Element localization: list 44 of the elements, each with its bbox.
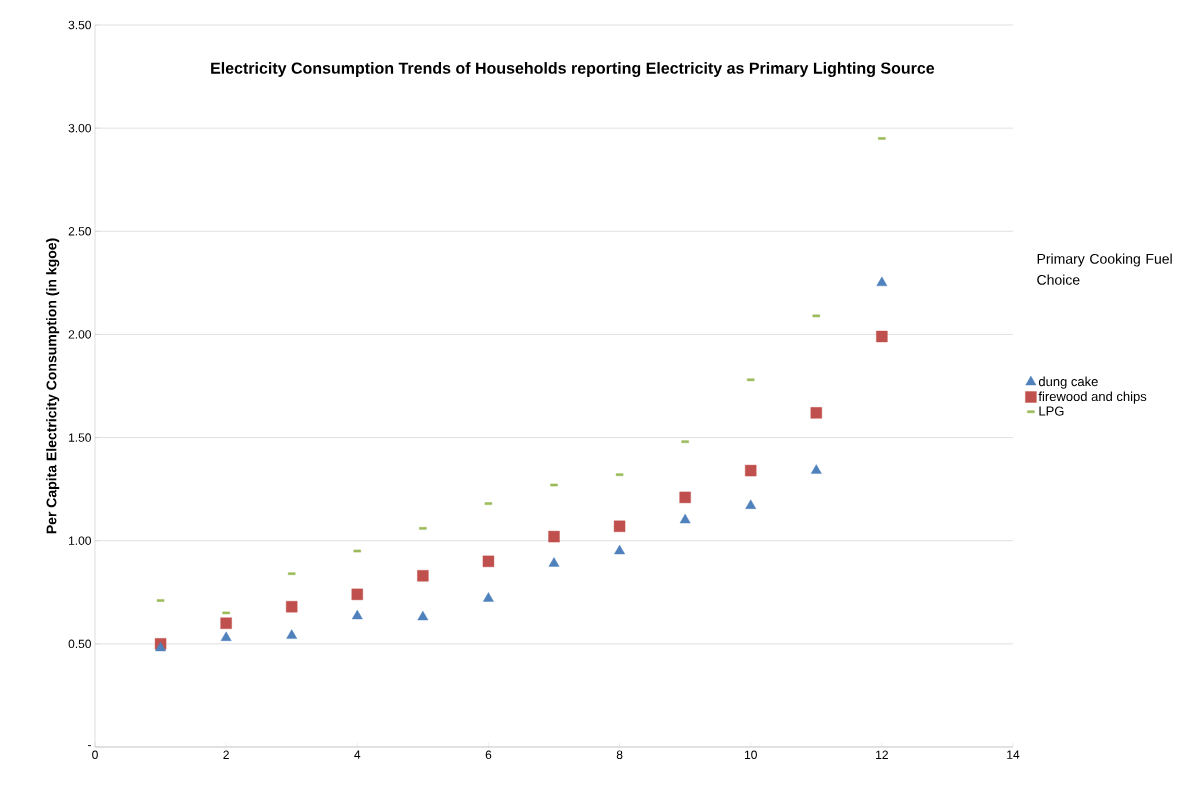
y-tick-label: 1.00: [69, 536, 92, 545]
point: [220, 617, 232, 629]
x-tick-label: 4: [354, 750, 361, 759]
y-axis-title: Per Capita Electricity Consumption (in kgoe): [46, 238, 60, 534]
point: [613, 520, 626, 532]
point: [417, 610, 429, 621]
point: [220, 631, 232, 641]
point: [351, 609, 363, 620]
point: [548, 530, 560, 543]
x-tick-label: 12: [876, 750, 888, 759]
point: [286, 629, 298, 639]
y-tick-label: 1.50: [69, 433, 92, 442]
point: [679, 513, 691, 524]
point: [876, 276, 888, 287]
point: [745, 499, 757, 509]
point: [876, 330, 888, 343]
point: [483, 592, 494, 602]
y-tick-label: -: [88, 745, 91, 747]
y-tick-label: 3.00: [68, 123, 92, 133]
legend-label: dung cake: [1038, 376, 1098, 389]
point: [810, 464, 822, 474]
y-tick-label: 0.50: [68, 639, 92, 649]
legend-label: LPG: [1039, 406, 1064, 416]
point: [286, 601, 298, 613]
y-tick-label: 3.50: [68, 20, 92, 30]
point: [745, 464, 757, 477]
x-tick-label: 0: [92, 750, 98, 760]
point: [417, 570, 429, 582]
y-tick-label: 2.50: [68, 227, 92, 236]
x-tick-label: 8: [616, 750, 623, 760]
legend-label: firewood and chips: [1038, 391, 1147, 404]
legend-title: Primary Cooking Fuel Choice: [1037, 253, 1172, 285]
x-tick-label: 10: [744, 750, 757, 760]
point: [810, 407, 822, 419]
x-tick-label: 14: [1007, 750, 1020, 759]
point: [614, 544, 625, 555]
point: [482, 555, 495, 568]
x-tick-label: 6: [485, 750, 492, 760]
point: [548, 557, 560, 567]
point: [679, 491, 691, 504]
text: Electricity Consumption Trends of Households reporting Electricity as Primary Lighting Source: [211, 62, 935, 78]
y-tick-label: 2.00: [68, 330, 92, 339]
x-tick-label: 2: [223, 750, 229, 759]
point: [351, 588, 363, 601]
